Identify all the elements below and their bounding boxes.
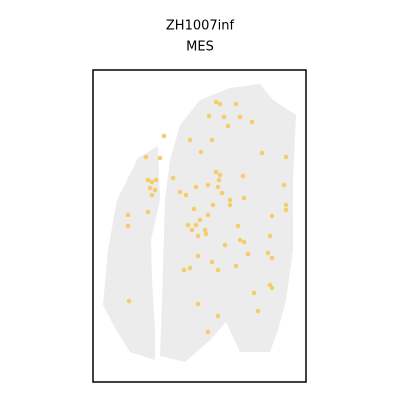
point xyxy=(241,239,247,245)
point xyxy=(183,192,189,198)
point xyxy=(233,101,239,107)
point xyxy=(125,212,131,218)
point xyxy=(217,172,223,178)
point xyxy=(181,267,187,273)
point xyxy=(149,192,155,198)
point xyxy=(147,185,153,191)
tissue xyxy=(103,84,296,362)
point xyxy=(283,202,289,208)
point xyxy=(195,253,201,259)
point xyxy=(152,187,158,193)
point xyxy=(216,177,222,183)
point xyxy=(217,101,223,107)
chart-subtitle: MES xyxy=(186,40,214,55)
point xyxy=(149,179,155,185)
point xyxy=(265,250,271,256)
point xyxy=(205,182,211,188)
point xyxy=(259,150,265,156)
point xyxy=(215,184,221,190)
point xyxy=(219,190,225,196)
point xyxy=(170,175,176,181)
point xyxy=(215,267,221,273)
tissue-left xyxy=(103,146,160,360)
point xyxy=(205,329,211,335)
point xyxy=(202,227,208,233)
point xyxy=(213,99,219,105)
point xyxy=(209,137,215,143)
point xyxy=(269,255,275,261)
point xyxy=(143,154,149,160)
point xyxy=(237,237,243,243)
point xyxy=(177,189,183,195)
chart-title: ZH1007inf xyxy=(166,19,235,34)
point xyxy=(125,223,131,229)
point xyxy=(198,149,204,155)
point xyxy=(185,222,191,228)
point xyxy=(225,123,231,129)
point xyxy=(283,207,289,213)
point xyxy=(195,233,201,239)
point xyxy=(193,184,199,190)
plot-frame xyxy=(92,69,307,383)
point xyxy=(209,259,215,265)
point xyxy=(187,265,193,271)
point xyxy=(215,313,221,319)
point xyxy=(235,223,241,229)
point xyxy=(203,231,209,237)
point xyxy=(161,133,167,139)
point xyxy=(193,222,199,228)
point xyxy=(227,202,233,208)
point xyxy=(245,251,251,257)
point xyxy=(249,119,255,125)
point xyxy=(281,182,287,188)
point xyxy=(191,206,197,212)
point xyxy=(213,169,219,175)
point xyxy=(205,212,211,218)
point xyxy=(222,242,228,248)
point xyxy=(197,217,203,223)
point xyxy=(187,137,193,143)
point xyxy=(210,202,216,208)
point xyxy=(221,114,227,120)
point xyxy=(126,298,132,304)
point xyxy=(233,263,239,269)
point xyxy=(195,301,201,307)
point xyxy=(206,113,212,119)
point xyxy=(240,173,246,179)
point xyxy=(189,227,195,233)
point xyxy=(269,213,275,219)
point xyxy=(145,177,151,183)
point xyxy=(237,114,243,120)
point xyxy=(251,290,257,296)
point xyxy=(241,195,247,201)
point xyxy=(267,233,273,239)
point xyxy=(153,177,159,183)
point xyxy=(157,155,163,161)
point xyxy=(269,285,275,291)
point xyxy=(227,197,233,203)
point xyxy=(255,308,261,314)
point xyxy=(283,154,289,160)
point xyxy=(145,209,151,215)
